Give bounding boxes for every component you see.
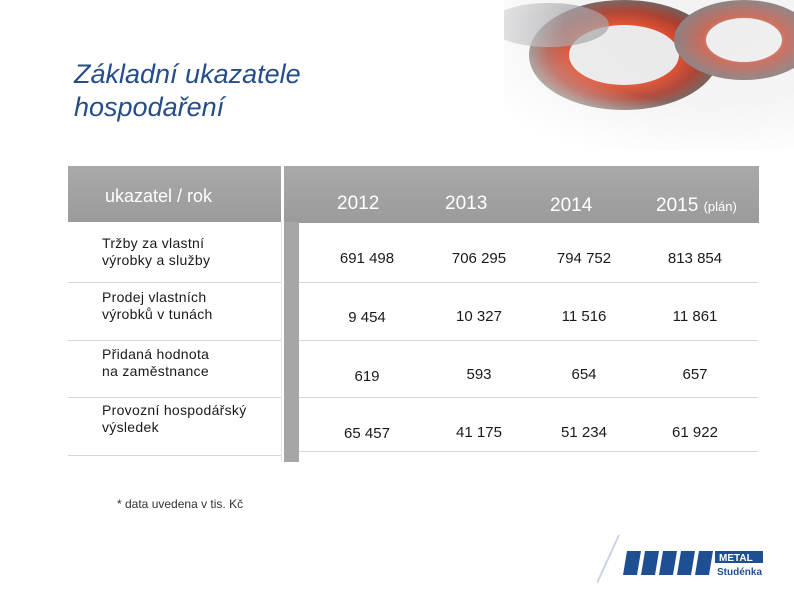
table-cell: 813 854 <box>667 250 723 267</box>
table-cell: 51 234 <box>561 424 607 441</box>
table-cell: 654 <box>571 366 597 383</box>
row-divider <box>68 340 281 341</box>
header-photo <box>504 0 794 150</box>
title-line-1: Základní ukazatele <box>74 59 301 89</box>
row-divider <box>299 451 758 452</box>
row-divider <box>68 455 281 456</box>
title-line-2: hospodaření <box>74 92 225 122</box>
logo-sub: Studénka <box>717 567 762 578</box>
year-2012: 2012 <box>337 193 380 214</box>
table-cell: 61 922 <box>672 424 718 441</box>
table-cell: 9 454 <box>348 309 386 326</box>
table-cell: 619 <box>354 368 380 385</box>
table-cell: 11 516 <box>561 308 607 325</box>
row-divider <box>299 282 758 283</box>
row-divider <box>299 397 758 398</box>
table-cell: 794 752 <box>556 250 612 267</box>
row-label-prodej: Prodej vlastních výrobků v tunách <box>102 289 213 322</box>
table-cell: 657 <box>682 366 708 383</box>
table-cell: 691 498 <box>339 250 395 267</box>
table-divider <box>281 222 282 462</box>
table-cell: 593 <box>466 366 492 383</box>
table-header-label-cell: ukazatel / rok <box>68 166 281 222</box>
page-title: Základní ukazatele hospodaření <box>74 58 301 124</box>
table-cell: 11 861 <box>672 308 718 325</box>
year-2013: 2013 <box>445 193 488 214</box>
company-logo: METAL Studénka <box>596 525 777 585</box>
row-label-pridana-hodnota: Přidaná hodnota na zaměstnance <box>102 346 210 379</box>
table-cell: 706 295 <box>451 250 507 267</box>
row-divider <box>68 282 281 283</box>
table-cell: 41 175 <box>456 424 502 441</box>
table-separator-bar <box>284 222 299 462</box>
row-label-provozni-vysledek: Provozní hospodářský výsledek <box>102 402 247 435</box>
row-divider <box>299 340 758 341</box>
logo-brand: METAL <box>719 553 753 564</box>
year-2014: 2014 <box>550 195 593 216</box>
table-header-label: ukazatel / rok <box>105 186 213 206</box>
table-cell: 65 457 <box>344 425 390 442</box>
row-divider <box>68 397 281 398</box>
footnote: * data uvedena v tis. Kč <box>117 497 244 511</box>
year-2015: 2015 (plán) <box>656 195 737 216</box>
table-cell: 10 327 <box>456 308 502 325</box>
row-label-trzby: Tržby za vlastní výrobky a služby <box>102 235 211 268</box>
table-header-years <box>284 166 759 223</box>
